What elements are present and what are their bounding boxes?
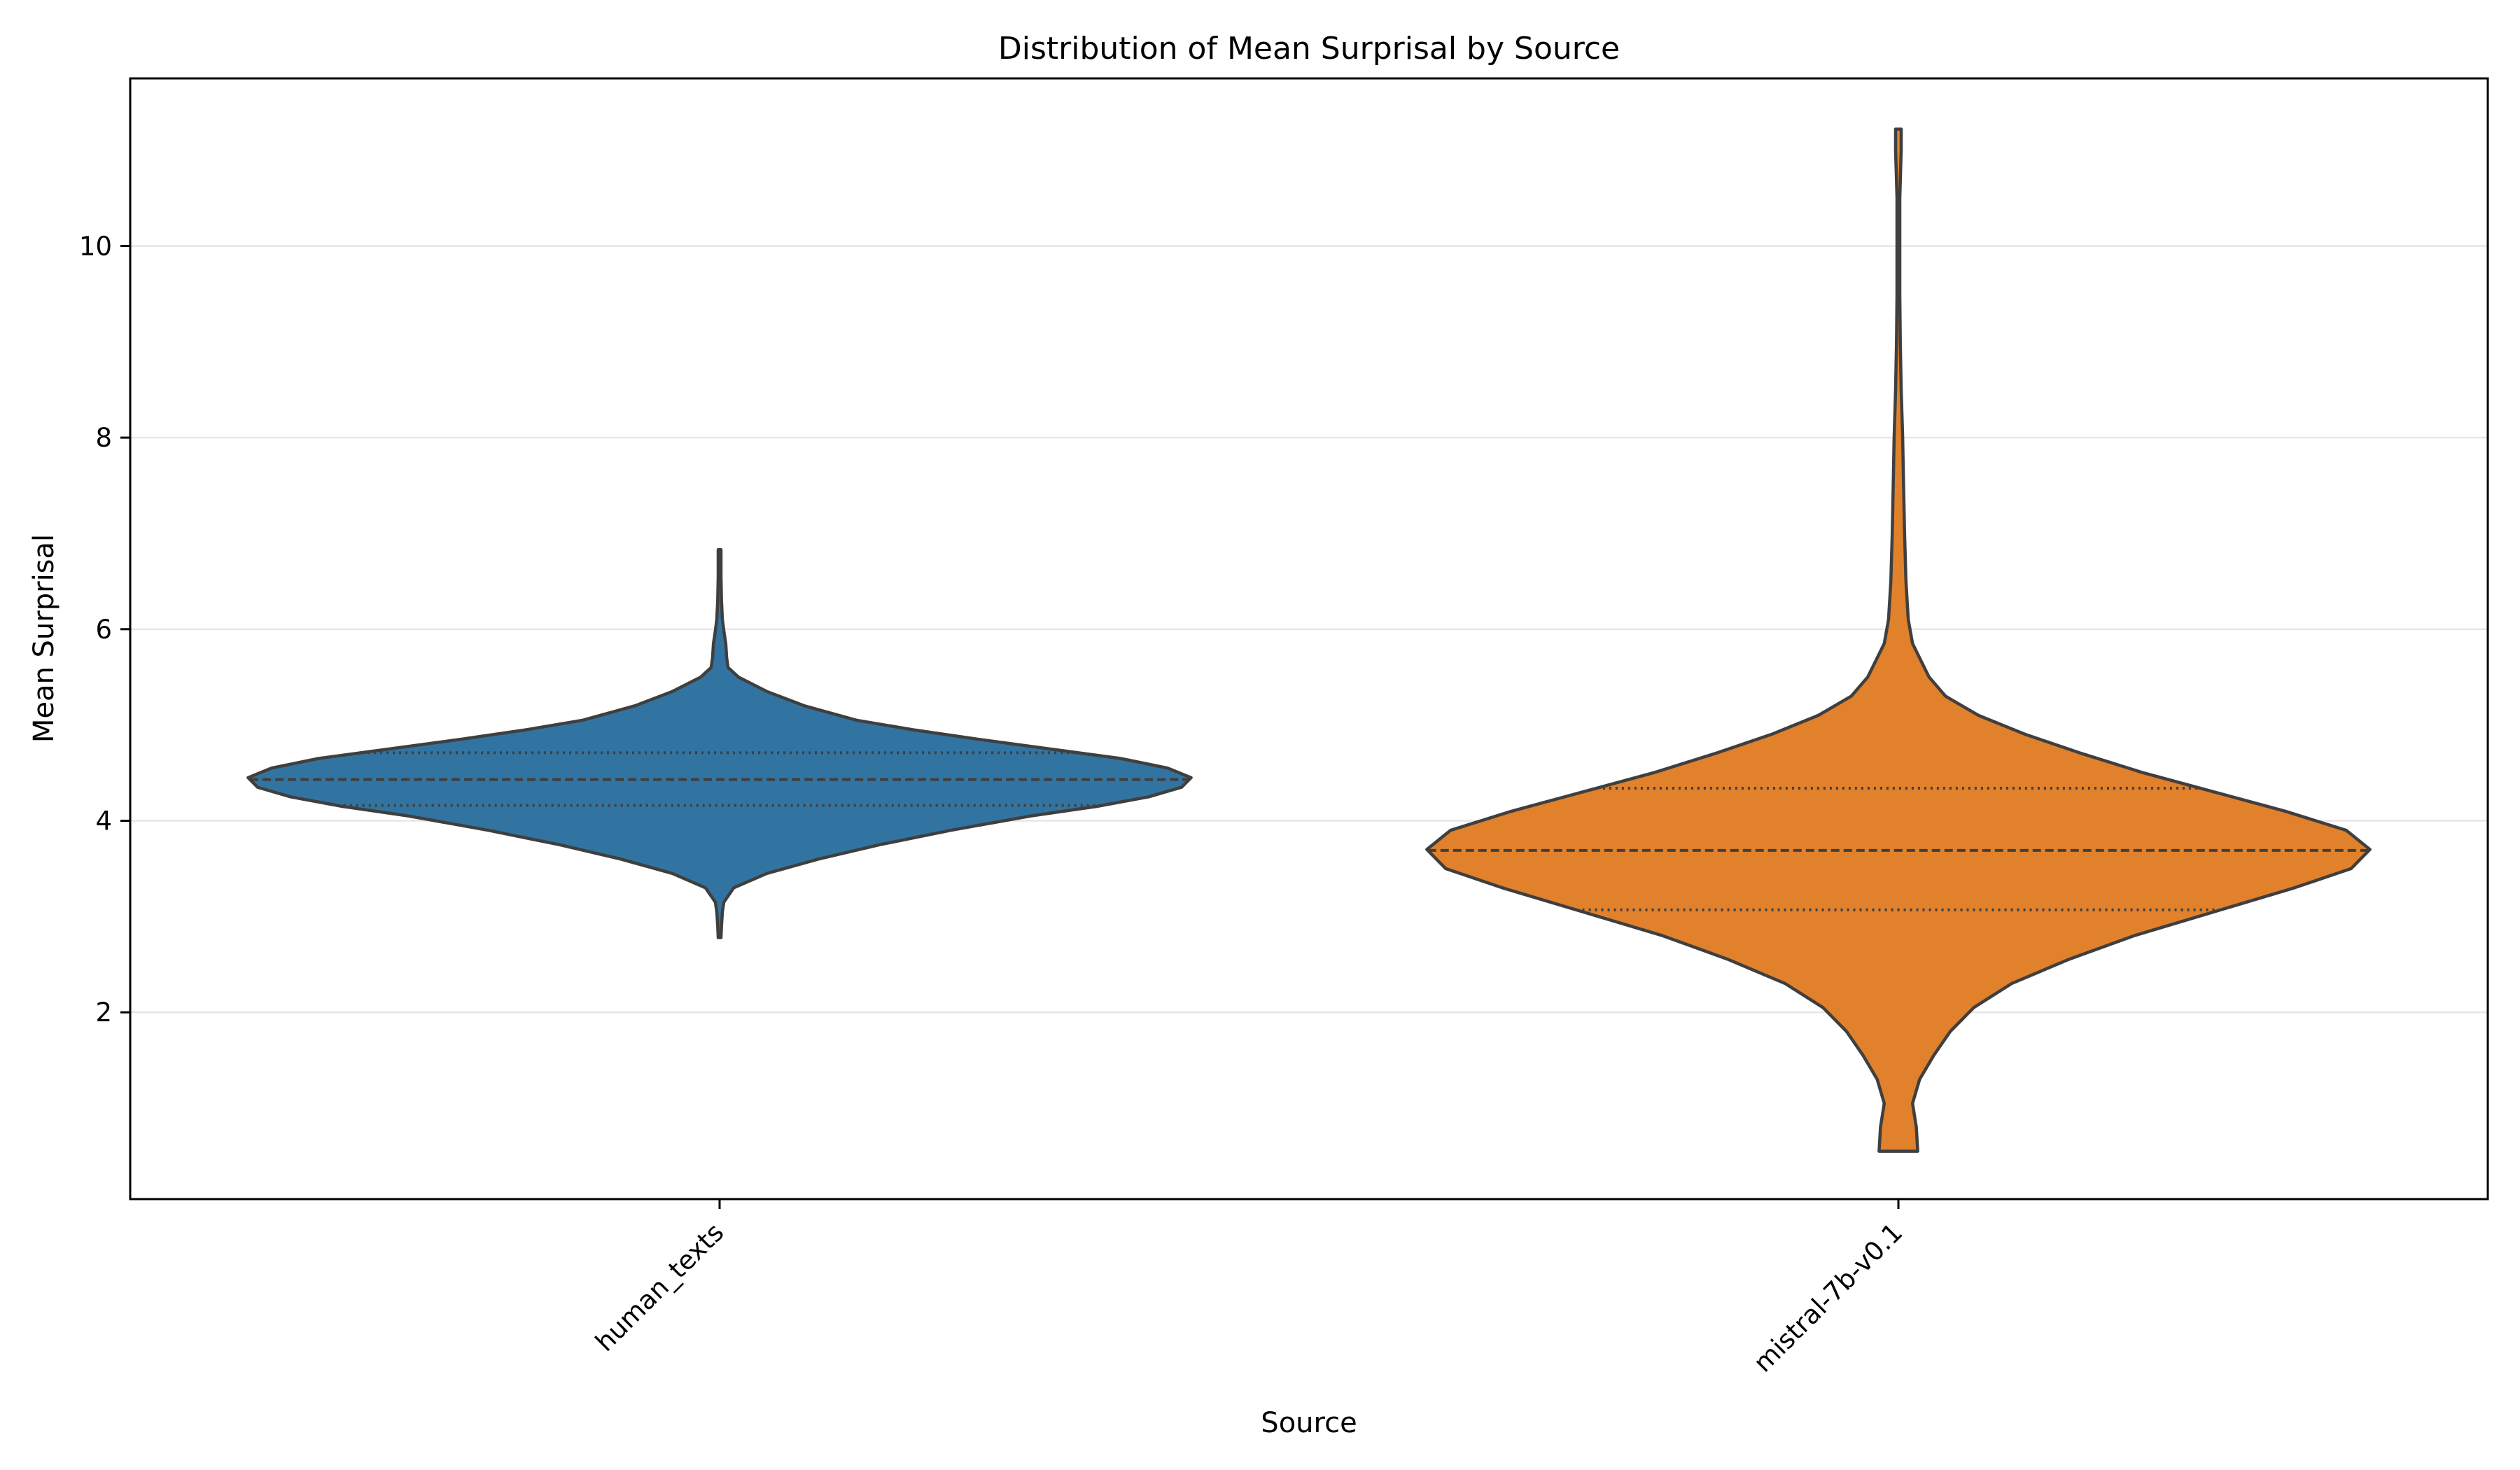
violin-body-mistral-7b-v0.1	[1425, 127, 2372, 1153]
plot-area-frame	[129, 77, 2489, 1200]
x-tick-label: mistral-7b-v0.1	[1748, 1217, 1909, 1378]
chart-title: Distribution of Mean Surprisal by Source	[998, 31, 1620, 66]
y-tick-label: 6	[95, 615, 112, 645]
y-tick-label: 4	[95, 806, 112, 836]
violins	[246, 127, 2372, 1153]
y-tick-label: 10	[79, 231, 112, 261]
x-axis-ticks: human_texts mistral-7b-v0.1	[589, 1199, 1908, 1378]
x-tick-label: human_texts	[589, 1217, 729, 1357]
violin-body-human_texts	[246, 547, 1193, 939]
y-tick-label: 8	[95, 423, 112, 453]
y-axis-ticks: 2 4 6 8 10	[79, 231, 130, 1028]
x-axis-label: Source	[1261, 1407, 1357, 1439]
y-axis-label: Mean Surprisal	[28, 534, 60, 743]
y-tick-label: 2	[95, 997, 112, 1028]
